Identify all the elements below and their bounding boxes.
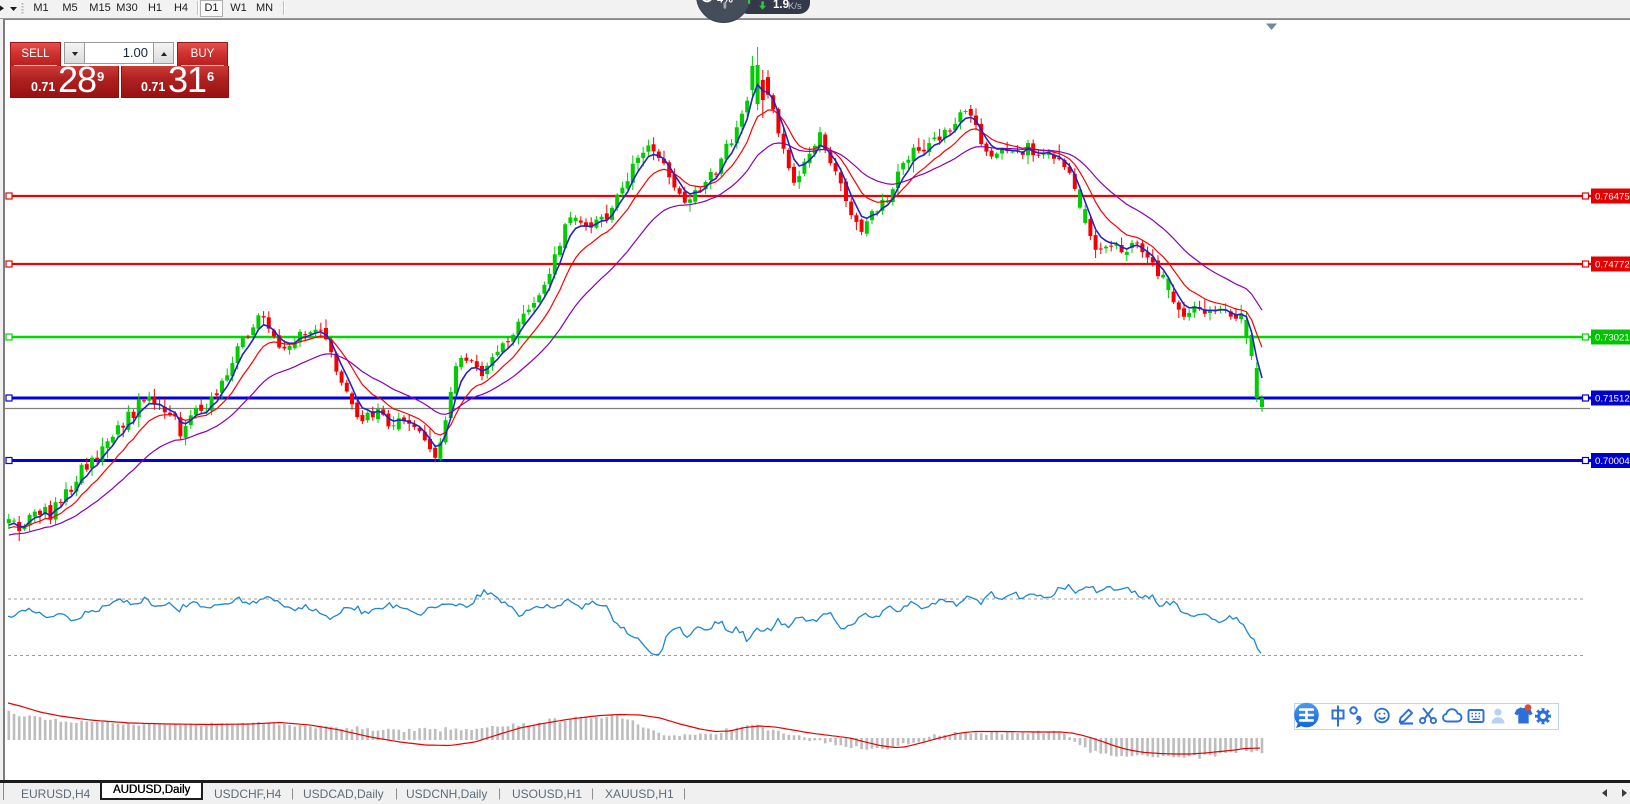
svg-text:0.73021: 0.73021 xyxy=(1595,333,1630,344)
svg-text:0.70004: 0.70004 xyxy=(1595,456,1630,467)
svg-text:0.71512: 0.71512 xyxy=(1595,394,1630,405)
svg-text:0.74772: 0.74772 xyxy=(1595,260,1630,271)
svg-text:0.76475: 0.76475 xyxy=(1595,192,1630,203)
